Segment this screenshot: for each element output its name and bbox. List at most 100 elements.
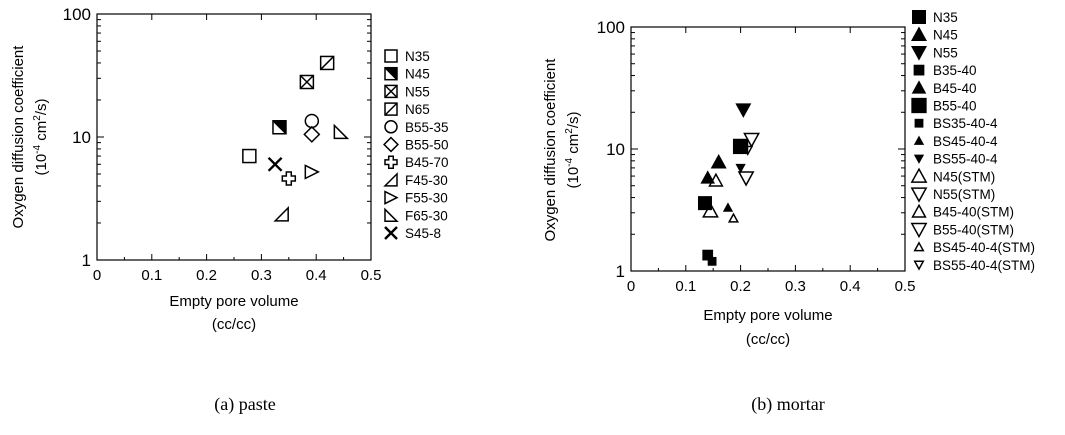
legend-marker bbox=[911, 46, 927, 61]
legend-marker bbox=[384, 49, 398, 63]
data-point bbox=[710, 153, 727, 169]
legend-marker bbox=[384, 226, 398, 240]
data-point bbox=[743, 132, 760, 149]
data-point bbox=[697, 196, 712, 211]
legend-marker bbox=[911, 203, 927, 218]
legend-marker bbox=[384, 155, 398, 169]
legend-label: B45-70 bbox=[405, 155, 449, 170]
legend-label: N55 bbox=[933, 45, 958, 60]
legend-label: N45(STM) bbox=[933, 169, 995, 184]
x-tick-label: 0.1 bbox=[141, 267, 162, 284]
legend-marker bbox=[911, 26, 927, 42]
x-tick-label: 0.5 bbox=[361, 267, 382, 284]
panel-mortar: 0 0.1 0.2 0.3 0.4 0.5 1 10 100 N35 N45 N55 B35-40 B4… bbox=[542, 10, 1035, 415]
data-point bbox=[708, 172, 724, 187]
y-tick-label: 100 bbox=[63, 5, 91, 24]
caption-paste: (a) paste bbox=[214, 394, 275, 415]
legend-label: N55 bbox=[405, 84, 430, 99]
legend-label: N45 bbox=[405, 67, 430, 82]
data-point bbox=[700, 170, 716, 184]
x-axis-label-mortar: Empty pore volume bbox=[703, 307, 832, 324]
legend-label: BS55-40-4(STM) bbox=[933, 258, 1035, 273]
data-point bbox=[735, 163, 746, 174]
data-point bbox=[707, 256, 717, 266]
data-point bbox=[727, 212, 740, 223]
legend-label: F65-30 bbox=[405, 208, 448, 223]
data-point bbox=[273, 206, 289, 222]
plot-area-mortar bbox=[630, 26, 906, 272]
legend-marker bbox=[913, 241, 925, 252]
legend-marker bbox=[913, 260, 925, 271]
x-axis-label-paste: Empty pore volume bbox=[169, 293, 298, 310]
legend-marker bbox=[911, 97, 927, 114]
x-tick-label: 0 bbox=[627, 278, 635, 295]
legend-marker bbox=[910, 222, 928, 239]
y-tick-label: 1 bbox=[82, 251, 91, 270]
legend-label: B55-40(STM) bbox=[933, 222, 1014, 237]
y-tick-label: 10 bbox=[606, 140, 625, 159]
plot-area-paste bbox=[96, 13, 372, 261]
legend-label: F55-30 bbox=[405, 191, 448, 206]
legend-label: N45 bbox=[933, 28, 958, 43]
legend-marker bbox=[911, 80, 927, 94]
panel-paste: 0 0.1 0.2 0.3 0.4 0.5 1 10 100 N35 N45 N55 N65 B55-3… bbox=[10, 5, 449, 415]
legend-label: BS45-40-4(STM) bbox=[933, 240, 1035, 255]
legend-marker bbox=[384, 120, 398, 134]
data-point bbox=[304, 164, 320, 180]
data-points-paste bbox=[242, 55, 350, 222]
legend-label: S45-8 bbox=[405, 226, 441, 241]
legend-marker bbox=[913, 135, 925, 145]
x-tick-label: 0.2 bbox=[196, 267, 217, 284]
y-tick-label: 1 bbox=[616, 262, 625, 281]
data-point bbox=[742, 145, 754, 156]
legend-label: B45-40(STM) bbox=[933, 205, 1014, 220]
data-point bbox=[242, 148, 257, 164]
data-point bbox=[702, 202, 719, 218]
legend-marker bbox=[384, 84, 398, 99]
y-tick-label: 100 bbox=[597, 18, 625, 37]
legend-label: B35-40 bbox=[933, 63, 977, 78]
x-axis-unit-mortar: (cc/cc) bbox=[746, 331, 790, 348]
data-point bbox=[267, 156, 283, 172]
legend-marker bbox=[383, 136, 399, 153]
legend-label: B55-40 bbox=[933, 99, 977, 114]
legend-marker bbox=[384, 102, 398, 116]
data-point bbox=[722, 202, 734, 212]
data-point bbox=[737, 171, 755, 187]
x-tick-label: 0.1 bbox=[675, 278, 696, 295]
legend-label: BS45-40-4 bbox=[933, 134, 998, 149]
data-point bbox=[303, 125, 321, 143]
data-point bbox=[319, 55, 335, 71]
x-tick-label: 0 bbox=[93, 267, 101, 284]
legend-marker bbox=[383, 172, 398, 187]
y-axis-label-mortar: Oxygen diffusion coefficient bbox=[542, 58, 559, 242]
legend-label: B55-35 bbox=[405, 120, 449, 135]
legend-mortar: N35 N45 N55 B35-40 B45-40 B55-40 BS35-40-4 BS45… bbox=[910, 10, 1035, 273]
data-point bbox=[272, 120, 287, 135]
y-axis-unit-paste: (10-4 cm2/s) bbox=[32, 99, 50, 176]
legend-marker bbox=[914, 118, 924, 128]
y-tick-label: 10 bbox=[72, 128, 91, 147]
axis-ticks-paste: 0 0.1 0.2 0.3 0.4 0.5 1 10 100 bbox=[63, 5, 382, 284]
legend-label: N35 bbox=[405, 49, 430, 64]
axis-ticks-mortar: 0 0.1 0.2 0.3 0.4 0.5 1 10 100 bbox=[597, 18, 916, 295]
legend-marker bbox=[384, 66, 398, 81]
x-tick-label: 0.4 bbox=[840, 278, 861, 295]
legend-label: N35 bbox=[933, 10, 958, 25]
legend-label: BS35-40-4 bbox=[933, 116, 998, 131]
legend-marker bbox=[913, 64, 925, 76]
x-tick-label: 0.4 bbox=[306, 267, 327, 284]
legend-marker bbox=[384, 190, 399, 205]
data-points-mortar bbox=[697, 103, 760, 266]
legend-paste: N35 N45 N55 N65 B55-35 B55-50 B45-70 F45-30 F55-… bbox=[383, 49, 449, 241]
data-point bbox=[304, 113, 320, 129]
y-axis-unit-mortar: (10-4 cm2/s) bbox=[564, 112, 582, 189]
data-point bbox=[281, 171, 297, 186]
data-point bbox=[299, 74, 315, 90]
data-point bbox=[333, 123, 350, 140]
x-tick-label: 0.3 bbox=[251, 267, 272, 284]
x-tick-label: 0.5 bbox=[895, 278, 916, 295]
legend-label: B55-50 bbox=[405, 138, 449, 153]
caption-mortar: (b) mortar bbox=[751, 394, 824, 415]
x-tick-label: 0.3 bbox=[785, 278, 806, 295]
